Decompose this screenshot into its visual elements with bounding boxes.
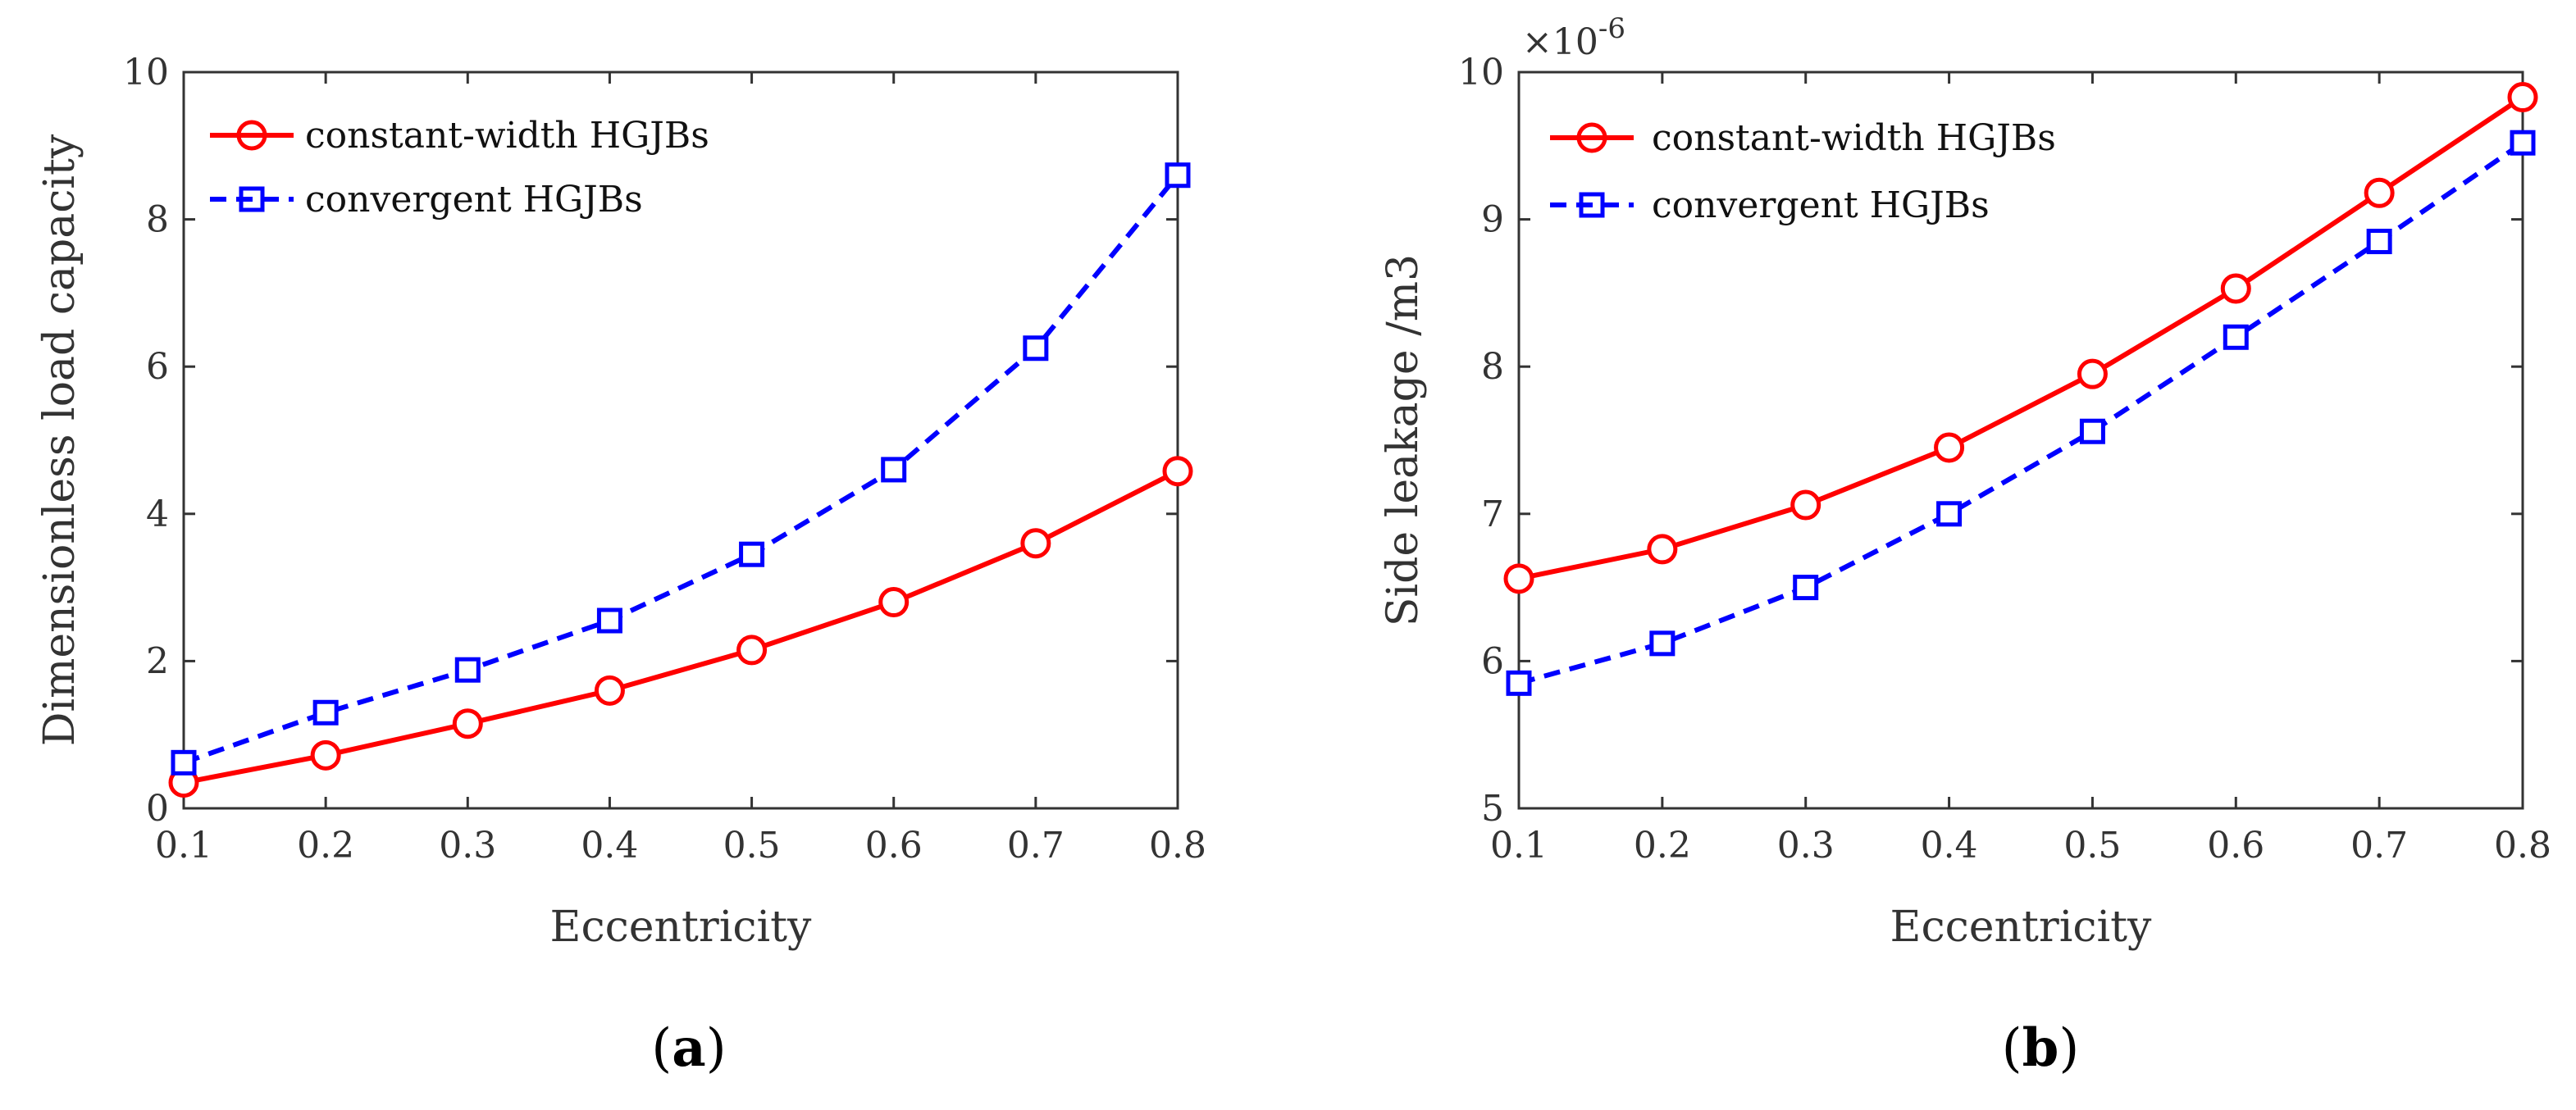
- y-tick-label: 2: [146, 640, 169, 682]
- y-tick-labels-b: 5 6 7 8 9 10: [1458, 52, 1504, 830]
- legend-label-b-0: constant-width HGJBs: [1652, 117, 2056, 159]
- y-tick-label: 4: [146, 494, 169, 535]
- ticks-a: [182, 71, 1179, 810]
- data-point: [1936, 501, 1963, 527]
- data-point: [2507, 82, 2538, 113]
- x-tick-label: 0.7: [2350, 825, 2408, 867]
- data-point: [594, 675, 625, 706]
- legend-marker-b-0: [1576, 122, 1607, 153]
- legend-label-a-1: convergent HGJBs: [305, 179, 643, 221]
- y-tick-label: 8: [1481, 346, 1504, 388]
- x-tick-labels-a: 0.1 0.2 0.3 0.4 0.5 0.6 0.7 0.8: [155, 825, 1206, 867]
- plot-area-a: [182, 71, 1179, 810]
- legend-label-a-0: constant-width HGJBs: [305, 115, 709, 157]
- data-point: [1503, 563, 1534, 594]
- data-point: [1162, 456, 1193, 487]
- data-point: [1934, 432, 1965, 463]
- data-point: [596, 607, 622, 634]
- x-tick-label: 0.6: [865, 825, 923, 867]
- data-point: [739, 541, 765, 567]
- x-tick-label: 0.8: [2494, 825, 2551, 867]
- data-point: [2077, 358, 2108, 389]
- series-line-a-0: [183, 469, 1179, 785]
- x-tick-label: 0.6: [2207, 825, 2264, 867]
- y-tick-label: 6: [146, 346, 169, 388]
- y-axis-label-b: Side leakage /m3: [1379, 254, 1428, 626]
- data-point: [1506, 670, 1532, 696]
- plot-area-b: [1517, 71, 2524, 810]
- data-point: [2366, 229, 2392, 255]
- y-tick-label: 10: [1458, 52, 1504, 93]
- y-tick-label: 7: [1481, 494, 1504, 535]
- data-point: [736, 635, 768, 666]
- x-tick-labels-b: 0.1 0.2 0.3 0.4 0.5 0.6 0.7 0.8: [1490, 825, 2551, 867]
- x-tick-label: 0.3: [1777, 825, 1835, 867]
- data-point: [452, 708, 483, 739]
- x-tick-label: 0.4: [1921, 825, 1978, 867]
- series-line-a-1: [183, 173, 1180, 766]
- x-tick-label: 0.3: [439, 825, 496, 867]
- legend-label-b-1: convergent HGJBs: [1652, 184, 1990, 226]
- y-tick-label: 0: [146, 788, 169, 830]
- legend-a: constant-width HGJBs convergent HGJBs: [210, 115, 709, 221]
- data-point: [2220, 273, 2251, 304]
- x-tick-label: 0.5: [723, 825, 781, 867]
- data-point: [171, 749, 197, 776]
- x-tick-label: 0.7: [1007, 825, 1065, 867]
- x-tick-label: 0.1: [155, 825, 212, 867]
- x-axis-label-a: Eccentricity: [550, 903, 813, 952]
- x-tick-label: 0.2: [297, 825, 354, 867]
- data-point: [2223, 324, 2249, 350]
- data-point: [454, 657, 481, 683]
- y-tick-label: 9: [1481, 199, 1504, 241]
- series-b: [1503, 82, 2538, 696]
- x-tick-label: 0.5: [2063, 825, 2121, 867]
- series-a: [168, 162, 1193, 798]
- data-point: [878, 587, 910, 618]
- data-point: [881, 457, 907, 483]
- data-point: [1020, 528, 1051, 559]
- y-axis-label-a: Dimensionless load capacity: [35, 134, 84, 746]
- data-point: [312, 699, 339, 726]
- data-point: [2510, 130, 2536, 156]
- data-point: [2364, 177, 2395, 208]
- y-exponent-label-b: ×10-6: [1522, 12, 1625, 63]
- x-tick-label: 0.1: [1490, 825, 1548, 867]
- caption-a: (a): [651, 1017, 726, 1079]
- y-tick-label: 6: [1481, 640, 1504, 682]
- x-tick-label: 0.4: [581, 825, 638, 867]
- x-axis-label-b: Eccentricity: [1890, 903, 2153, 952]
- chart-panel-a: 0.1 0.2 0.3 0.4 0.5 0.6 0.7 0.8 0 2 4 6 8 10 Eccentr…: [35, 52, 1206, 1079]
- y-tick-label: 8: [146, 199, 169, 241]
- y-tick-label: 10: [123, 52, 169, 93]
- legend-b: constant-width HGJBs convergent HGJBs: [1550, 117, 2056, 226]
- data-point: [1790, 489, 1821, 521]
- x-tick-label: 0.2: [1634, 825, 1691, 867]
- legend-marker-b-1: [1579, 192, 1605, 218]
- data-point: [1165, 162, 1191, 189]
- x-tick-label: 0.8: [1149, 825, 1206, 867]
- y-tick-labels-a: 0 2 4 6 8 10: [123, 52, 169, 830]
- legend-marker-a-0: [236, 120, 267, 151]
- data-point: [1649, 630, 1676, 657]
- data-point: [310, 739, 341, 771]
- data-point: [1793, 575, 1819, 601]
- ticks-b: [1517, 71, 2524, 810]
- data-point: [2079, 418, 2105, 444]
- caption-b: (b): [2002, 1017, 2080, 1079]
- series-line-b-0: [1518, 95, 2524, 581]
- data-point: [1647, 534, 1678, 565]
- chart-panel-b: 0.1 0.2 0.3 0.4 0.5 0.6 0.7 0.8 5 6 7 8 9 10 ×10-6 E…: [1379, 12, 2551, 1079]
- y-tick-label: 5: [1481, 788, 1504, 830]
- legend-marker-a-1: [239, 186, 265, 212]
- data-point: [1023, 335, 1049, 362]
